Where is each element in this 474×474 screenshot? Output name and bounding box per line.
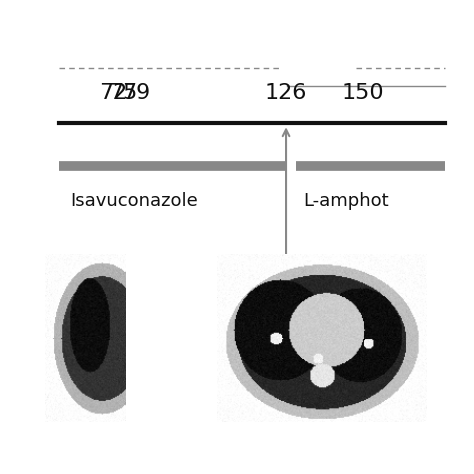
Text: 126: 126 xyxy=(265,82,307,102)
Text: 150: 150 xyxy=(341,82,384,102)
Text: T: T xyxy=(379,283,390,301)
Text: 72: 72 xyxy=(100,82,128,102)
Text: L-amphot: L-amphot xyxy=(303,192,389,210)
Text: 79: 79 xyxy=(122,82,150,102)
Text: 75: 75 xyxy=(109,82,137,102)
Text: Isavuconazole: Isavuconazole xyxy=(70,192,198,210)
